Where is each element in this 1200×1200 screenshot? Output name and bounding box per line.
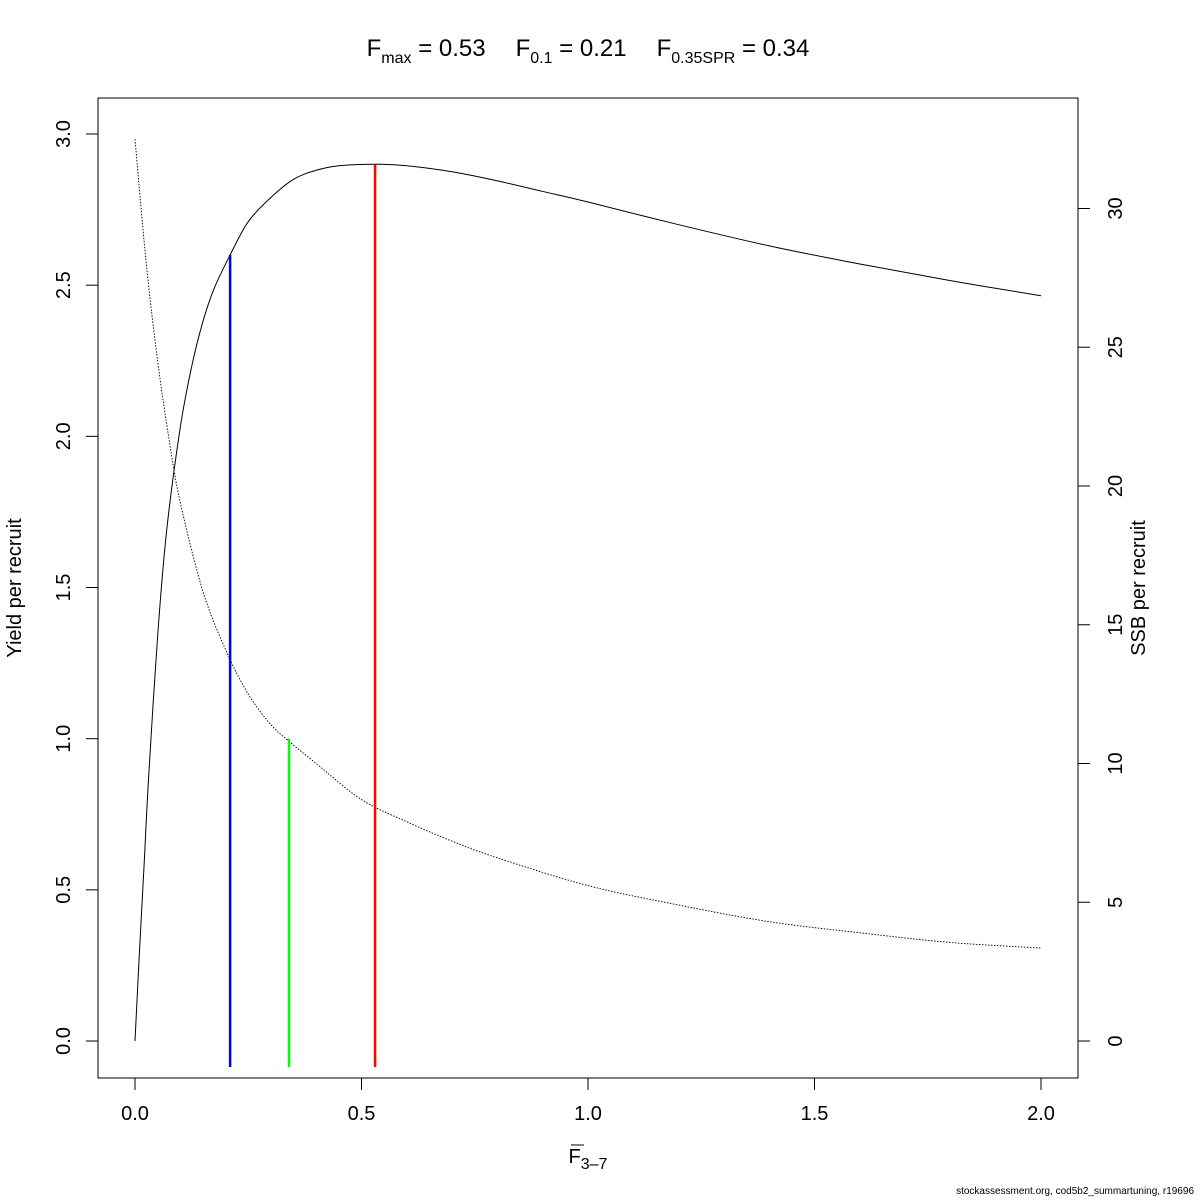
y-right-tick-label: 0 xyxy=(1105,1035,1127,1046)
yield-per-recruit-curve xyxy=(134,163,1042,1042)
x-label-subscript: 3–7 xyxy=(581,1156,608,1173)
y-tick-label: 0.5 xyxy=(53,876,75,904)
y-tick-label: 1.5 xyxy=(53,574,75,602)
reference-lines xyxy=(228,164,377,1067)
ssb-per-recruit-curve xyxy=(134,139,1042,949)
series-layer xyxy=(134,139,1042,1042)
x-tick-label: 1.5 xyxy=(801,1103,829,1125)
title-subscript: 0.35SPR xyxy=(671,50,735,67)
y-right-tick-label: 30 xyxy=(1105,197,1127,219)
title-subscript: max xyxy=(381,50,411,67)
y-tick-label: 0.0 xyxy=(53,1027,75,1055)
title-value: = 0.34 xyxy=(735,35,809,62)
y-tick-label: 2.5 xyxy=(53,271,75,299)
title-value: = 0.21 xyxy=(553,35,627,62)
title-item: F xyxy=(657,35,672,62)
y-tick-label: 1.0 xyxy=(53,725,75,753)
y-right-tick-label: 15 xyxy=(1105,614,1127,636)
y-axis-right-label: SSB per recruit xyxy=(1128,520,1150,656)
y-axis-left: 0.0 0.5 1.0 1.5 2.0 2.5 3.0 xyxy=(53,120,99,1055)
x-tick-label: 0.5 xyxy=(348,1103,376,1125)
y-right-tick-label: 25 xyxy=(1105,336,1127,358)
x-label-main: F xyxy=(569,1146,581,1168)
footer-credit: stockassessment.org, cod5b2_summartuning… xyxy=(956,1186,1194,1197)
x-axis: 0.0 0.5 1.0 1.5 2.0 xyxy=(121,1077,1055,1125)
title-value: = 0.53 xyxy=(412,35,486,62)
x-tick-label: 0.0 xyxy=(121,1103,149,1125)
x-axis-label: F3–7 xyxy=(569,1146,608,1173)
y-right-tick-label: 5 xyxy=(1105,897,1127,908)
title-item: F xyxy=(367,35,382,62)
y-right-tick-label: 10 xyxy=(1105,752,1127,774)
x-tick-label: 2.0 xyxy=(1027,1103,1055,1125)
chart-title: Fmax = 0.53 F0.1 = 0.21 F0.35SPR = 0.34 xyxy=(367,35,810,67)
y-tick-label: 2.0 xyxy=(53,422,75,450)
plot-frame xyxy=(97,97,1079,1079)
title-item: F xyxy=(516,35,531,62)
y-right-tick-label: 20 xyxy=(1105,475,1127,497)
y-tick-label: 3.0 xyxy=(53,120,75,148)
y-axis-right: 0 5 10 15 20 25 30 xyxy=(1077,197,1127,1047)
y-axis-label: Yield per recruit xyxy=(4,518,26,658)
x-tick-label: 1.0 xyxy=(574,1103,602,1125)
title-subscript: 0.1 xyxy=(530,50,552,67)
